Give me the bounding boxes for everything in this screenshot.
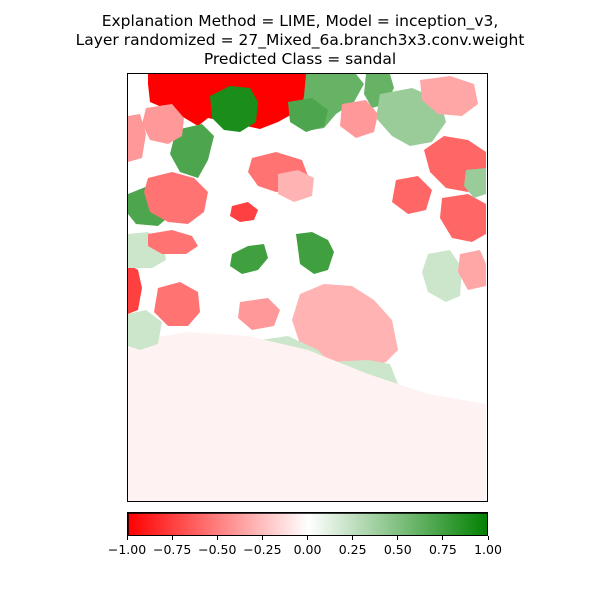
segment-top-right-pink: [458, 250, 486, 290]
colorbar-tick-label: −1.00: [107, 542, 147, 557]
segment-bottom-faint: [128, 332, 486, 501]
colorbar-tick-label: 0.50: [383, 542, 412, 557]
segment-left-red: [148, 230, 198, 254]
segment-lower-light-green: [128, 310, 162, 350]
segment-right-red: [440, 194, 486, 242]
colorbar-tick-label: −0.50: [198, 542, 237, 557]
colorbar-tick-mark: [307, 536, 308, 540]
segment-mid-dark-green: [230, 244, 268, 274]
colorbar-tick-label: 1.00: [474, 542, 502, 557]
chart-title: Explanation Method = LIME, Model = incep…: [0, 12, 600, 69]
segment-top-right-pink: [420, 76, 478, 116]
segment-bottom-faint: [188, 392, 298, 440]
colorbar-tick-mark: [126, 536, 128, 540]
segment-mid-dark-green: [296, 232, 334, 274]
segment-center-pink: [292, 284, 398, 370]
colorbar-tick-label: −0.75: [152, 542, 192, 557]
colorbar-tick-mark: [216, 536, 218, 540]
segment-right-green: [464, 168, 486, 198]
colorbar-tick-mark: [171, 536, 173, 540]
colorbar-tick-mark: [352, 536, 354, 540]
segment-top-left-pink: [142, 104, 184, 144]
title-line-3: Predicted Class = sandal: [203, 50, 397, 68]
segment-upper-left-green: [170, 124, 214, 178]
title-line-1: Explanation Method = LIME, Model = incep…: [101, 12, 499, 30]
colorbar-tick-mark: [261, 536, 263, 540]
segment-lower-light-green: [422, 250, 462, 302]
segment-center-pink: [278, 170, 314, 202]
colorbar: [127, 512, 490, 538]
segment-red-small-center: [230, 202, 258, 222]
colorbar-tick-label: 0.00: [293, 542, 322, 557]
colorbar-tick-label: −0.25: [243, 542, 282, 557]
segment-top-left-pink: [340, 100, 378, 138]
colorbar-tick-label: 0.25: [338, 542, 367, 557]
colorbar-tick-mark: [442, 536, 444, 540]
segment-upper-left-green: [288, 98, 328, 132]
colorbar-ticks: −1.00 −0.75 −0.50 −0.25 0.00 0.25 0.50 0.75 1.00: [108, 536, 502, 566]
segment-top-dark-green: [210, 86, 258, 132]
colorbar-tick-mark: [487, 536, 489, 540]
colorbar-tick-mark: [397, 536, 399, 540]
title-line-2: Layer randomized = 27_Mixed_6a.branch3x3…: [75, 31, 525, 49]
segment-top-left-pink: [238, 298, 280, 330]
segment-left-red: [154, 282, 200, 326]
colorbar-tick-label: 0.75: [428, 542, 457, 557]
segment-top-left-pink: [128, 114, 146, 162]
lime-heatmap: [127, 73, 488, 502]
segment-left-red: [144, 172, 208, 224]
segment-bottom-faint: [356, 400, 458, 452]
segment-red-small-center: [128, 264, 142, 314]
segment-right-red: [392, 176, 432, 214]
